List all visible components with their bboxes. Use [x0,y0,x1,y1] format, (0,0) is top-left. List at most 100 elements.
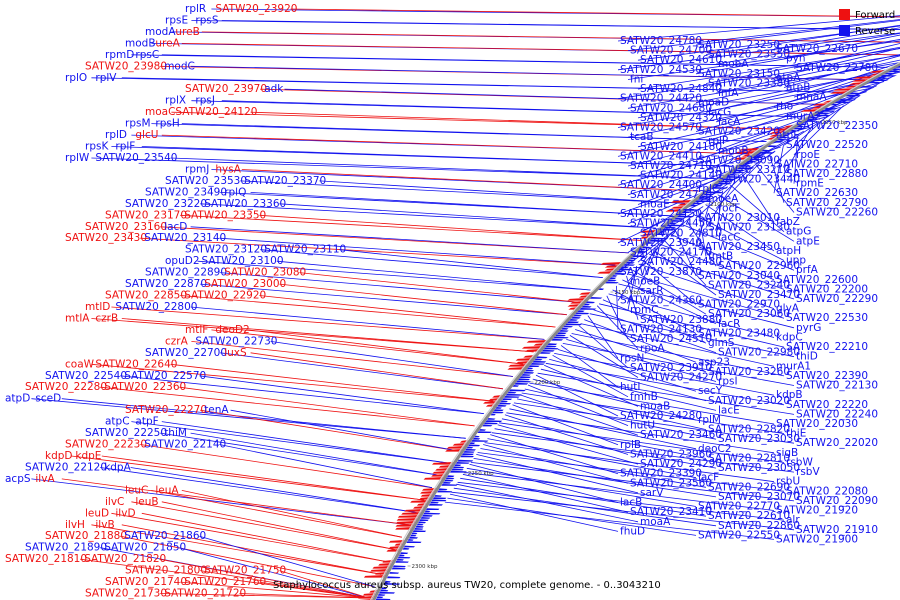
forward-gene [738,148,762,151]
reverse-gene [497,404,507,407]
connector-line [31,478,410,526]
connector-line [91,524,382,575]
forward-gene [370,569,388,572]
connector-line [230,409,457,452]
connector-line [545,362,785,406]
reverse-gene [658,231,666,233]
reverse-gene [766,145,779,147]
forward-gene [421,488,436,491]
connector-line [637,68,900,119]
connector-line [181,43,900,56]
reverse-gene [663,226,676,229]
gene-label: SATW20_21760 [184,576,266,588]
connector-line [200,409,457,452]
reverse-gene [676,215,694,218]
gene-label: SATW20_23170 [105,209,187,221]
reverse-gene [792,127,806,130]
reverse-gene [716,182,732,185]
gene-label: SATW20_23540 [95,152,177,164]
gene-label: mobB [718,145,749,157]
legend-label-reverse: Reverse [855,26,895,37]
gene-label: rpsH [155,118,179,130]
reverse-gene [816,112,829,114]
scale-label: 2050 kbp [822,120,848,126]
reverse-gene [526,367,534,370]
reverse-gene [555,334,566,337]
gene-label: rplO [65,72,87,84]
gene-label: SATW20_21810 [5,553,87,565]
connector-line [469,463,619,503]
connector-line [161,501,395,550]
gene-label: rsbU [776,476,800,488]
gene-label: SATW20_21800 [125,565,207,577]
connector-line [487,438,697,479]
reverse-gene [503,396,520,398]
gene-label: moaD [698,97,729,109]
connector-line [599,303,785,348]
gene-label: SATW20_22920 [184,290,266,302]
connector-line [617,15,900,42]
connector-line [653,249,717,296]
connector-line [121,77,844,93]
connector-line [544,364,639,407]
connector-line [200,570,369,599]
reverse-gene [534,358,543,361]
gene-label: SATW20_23480 [698,328,780,340]
connector-line [444,501,775,540]
connector-line [552,354,629,398]
reverse-gene [516,380,531,383]
gene-label: rplB [620,439,641,451]
gene-label: SATW20_22250 [85,427,167,439]
gene-label: SATW20_22030 [776,418,858,430]
gene-label: SATW20_22390 [786,370,868,382]
gene-label: atpA [776,72,801,84]
reverse-gene [705,191,724,194]
reverse-gene [702,193,714,196]
connector-line [529,382,775,425]
forward-gene [852,76,876,79]
reverse-gene [760,149,772,152]
reverse-gene [809,116,817,119]
connector-line [549,358,707,402]
reverse-gene [392,565,406,568]
reverse-gene [469,442,476,444]
connector-line [608,293,775,338]
gene-label: lacG [708,106,731,118]
reverse-gene [563,325,573,328]
scale-label: 2250 kbp [468,471,494,477]
gene-label: SATW20_22130 [796,380,878,392]
connector-line [259,581,369,599]
forward-gene [395,521,416,524]
connector-line [239,593,369,599]
gene-label: lacC [718,231,740,243]
reverse-gene [805,118,819,121]
gene-label: thiM [164,427,187,439]
reverse-gene [500,400,508,403]
reverse-gene [579,308,597,310]
gene-label: rpsI [718,376,738,388]
forward-gene [525,349,540,352]
connector-line [91,157,716,180]
gene-label: SATW20_22960 [718,260,800,272]
gene-label: kdpD [45,450,73,462]
connector-line [31,398,466,439]
reverse-gene [466,446,474,449]
reverse-gene [547,343,558,345]
gene-label: kdpA [104,462,131,474]
reverse-gene [447,475,455,477]
gene-label: SATW20_23150 [698,68,780,80]
connector-line [773,115,829,165]
connector-line [628,273,785,319]
gene-label: SATW20_21860 [124,530,206,542]
connector-line [462,473,629,513]
gene-label: lacA [718,116,741,128]
forward-gene [515,361,530,364]
connector-line [755,164,795,213]
reverse-gene [536,356,548,359]
gene-label: moeA [708,193,739,205]
gene-label: SATW20_24360 [620,295,702,307]
connector-line [199,375,484,414]
gene-label: upp [786,255,806,267]
